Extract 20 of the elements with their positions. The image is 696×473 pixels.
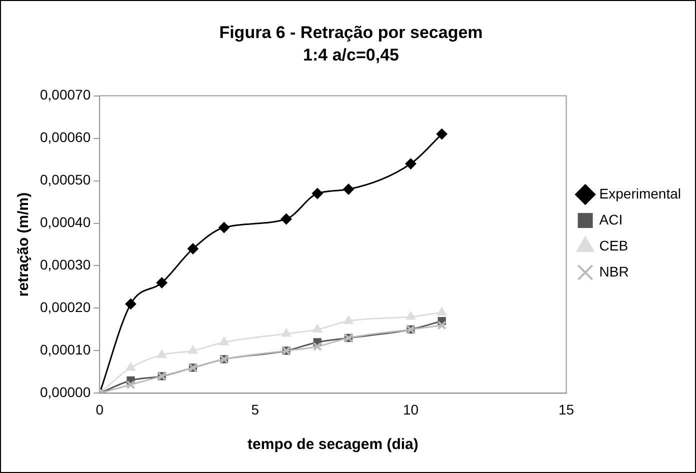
y-tick-label: 0,00030 bbox=[40, 256, 91, 273]
x-tick-label: 5 bbox=[251, 401, 260, 418]
legend-label: Experimental bbox=[599, 185, 681, 202]
chart-title: Figura 6 - Retração por secagem bbox=[219, 22, 483, 42]
x-tick-label: 10 bbox=[402, 401, 419, 418]
x-tick-label: 0 bbox=[96, 401, 104, 418]
chart-subtitle: 1:4 a/c=0,45 bbox=[303, 45, 399, 64]
y-tick-label: 0,00060 bbox=[40, 129, 91, 146]
y-tick-label: 0,00070 bbox=[40, 86, 91, 103]
y-tick-label: 0,00020 bbox=[40, 299, 91, 316]
legend-label: NBR bbox=[599, 263, 629, 280]
x-tick-label: 15 bbox=[558, 401, 574, 418]
y-tick-label: 0,00010 bbox=[40, 342, 91, 358]
legend-label: ACI bbox=[599, 211, 623, 228]
y-tick-label: 0,00050 bbox=[40, 172, 91, 188]
legend-label: CEB bbox=[599, 237, 628, 254]
y-tick-label: 0,00000 bbox=[40, 384, 91, 400]
y-tick-label: 0,00040 bbox=[40, 214, 91, 230]
y-axis-title: retração (m/m) bbox=[15, 192, 32, 297]
x-axis-title: tempo de secagem (dia) bbox=[248, 436, 418, 454]
